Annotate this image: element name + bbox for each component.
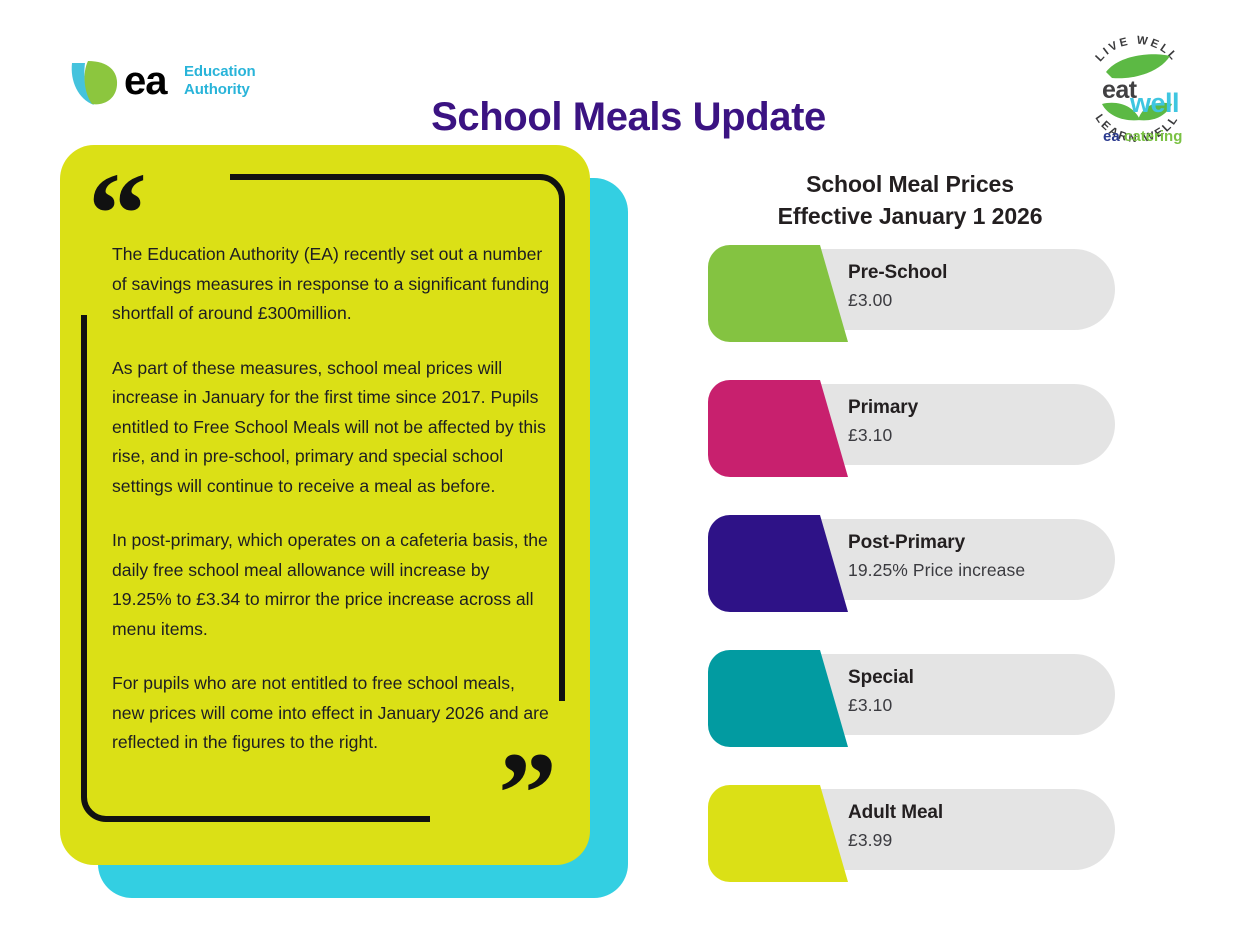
quote-body-text: The Education Authority (EA) recently se… <box>112 240 550 758</box>
price-row-special: Special £3.10 <box>690 647 1160 782</box>
svg-text:catering: catering <box>1124 128 1182 145</box>
quote-paragraph-3: In post-primary, which operates on a caf… <box>112 530 548 639</box>
ea-logo-subtitle-line1: Education <box>184 63 256 80</box>
price-value: £3.10 <box>848 695 893 715</box>
ea-leaf-swoosh-icon <box>68 57 122 109</box>
quote-card: “ The Education Authority (EA) recently … <box>60 145 590 865</box>
quote-paragraph-4: For pupils who are not entitled to free … <box>112 673 549 752</box>
price-label: Post-Primary <box>848 532 966 553</box>
ea-wordmark: ea <box>124 59 167 103</box>
price-row-primary: Primary £3.10 <box>690 377 1160 512</box>
prices-heading-line2: Effective January 1 2026 <box>777 203 1043 229</box>
price-value: £3.00 <box>848 290 893 310</box>
prices-heading: School Meal Prices Effective January 1 2… <box>690 168 1130 232</box>
price-value: 19.25% Price increase <box>848 560 1026 580</box>
price-row-pre-school: Pre-School £3.00 <box>690 242 1160 377</box>
price-color-swatch <box>708 650 848 747</box>
ea-logo-subtitle-line2: Authority <box>184 80 250 98</box>
eat-well-catering-logo: LIVE WELL LEARN WELL eat well ea caterin… <box>1078 28 1196 146</box>
svg-text:eat: eat <box>1102 76 1138 104</box>
price-value: £3.10 <box>848 425 893 445</box>
ea-logo: ea Education Authority <box>68 55 328 113</box>
price-row-list: Pre-School £3.00 Primary £3.10 Post-Prim… <box>690 242 1160 917</box>
page-header: ea Education Authority School Meals Upda… <box>0 0 1257 150</box>
quote-paragraph-2: As part of these measures, school meal p… <box>112 357 546 496</box>
svg-text:ea: ea <box>1103 128 1120 145</box>
price-row-post-primary: Post-Primary 19.25% Price increase <box>690 512 1160 647</box>
price-label: Adult Meal <box>848 802 944 823</box>
price-color-swatch <box>708 785 848 882</box>
price-color-swatch <box>708 515 848 612</box>
svg-text:well: well <box>1129 88 1179 118</box>
price-label: Special <box>848 667 914 688</box>
price-row-adult-meal: Adult Meal £3.99 <box>690 782 1160 917</box>
price-label: Pre-School <box>848 262 948 283</box>
price-color-swatch <box>708 245 848 342</box>
quote-paragraph-1: The Education Authority (EA) recently se… <box>112 244 550 323</box>
price-label: Primary <box>848 397 919 418</box>
opening-quote-mark: “ <box>88 148 147 279</box>
school-meal-prices-panel: School Meal Prices Effective January 1 2… <box>690 160 1160 900</box>
prices-heading-line1: School Meal Prices <box>806 171 1014 197</box>
quote-card-block: “ The Education Authority (EA) recently … <box>60 145 640 905</box>
ea-logo-subtitle: Education Authority <box>184 63 256 98</box>
price-value: £3.99 <box>848 830 893 850</box>
page-title: School Meals Update <box>431 94 826 139</box>
closing-quote-mark: ” <box>498 728 557 859</box>
price-color-swatch <box>708 380 848 477</box>
